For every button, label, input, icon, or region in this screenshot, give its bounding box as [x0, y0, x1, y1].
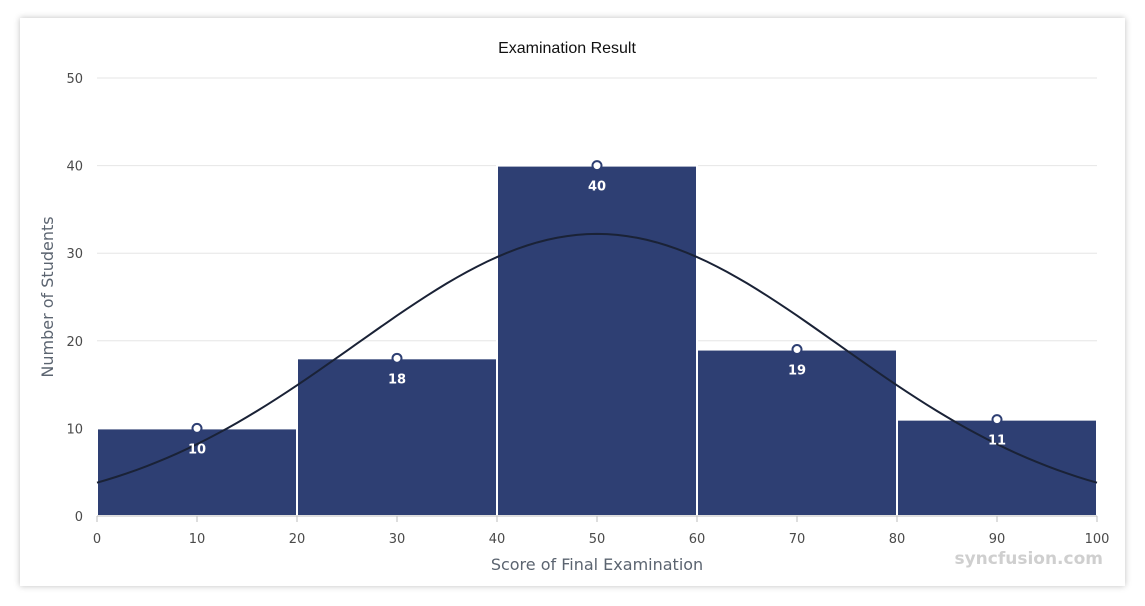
markers	[191, 160, 1003, 434]
x-tick-label: 90	[989, 532, 1006, 547]
normal-distribution-curve	[96, 232, 1098, 484]
data-label: 40	[588, 180, 606, 195]
y-axis-ticks: 0 10 20 30 40 50	[66, 72, 83, 525]
x-tick-label: 80	[889, 532, 906, 547]
data-label: 18	[388, 372, 406, 387]
data-point-marker	[591, 160, 603, 172]
x-tick-label: 50	[589, 532, 606, 547]
y-tick-label: 0	[75, 510, 83, 525]
watermark: syncfusion.com	[954, 549, 1103, 569]
x-tick-label: 10	[189, 532, 206, 547]
data-point-marker	[391, 352, 403, 364]
x-axis-title: Score of Final Examination	[491, 555, 703, 574]
histogram-bar	[896, 418, 1098, 518]
y-tick-label: 10	[66, 422, 83, 437]
y-axis-title: Number of Students	[38, 216, 57, 377]
x-tick-label: 60	[689, 532, 706, 547]
chart-title: Examination Result	[498, 40, 636, 57]
x-tick-label: 0	[93, 532, 101, 547]
x-tick-label: 70	[789, 532, 806, 547]
data-label: 10	[188, 442, 206, 457]
data-label: 11	[988, 434, 1006, 449]
y-tick-label: 20	[66, 335, 83, 350]
x-tick-label: 30	[389, 532, 406, 547]
y-tick-label: 50	[66, 72, 83, 87]
x-tick-label: 40	[489, 532, 506, 547]
bars	[96, 164, 1098, 518]
histogram-bar	[496, 164, 698, 517]
data-point-marker	[991, 414, 1003, 426]
y-tick-label: 30	[66, 247, 83, 262]
y-tick-label: 40	[66, 160, 83, 175]
data-label: 19	[788, 364, 806, 379]
data-point-marker	[191, 422, 203, 434]
data-labels: 10 18 40 19 11	[188, 180, 1006, 458]
normal-curve-layer	[96, 232, 1098, 484]
x-tick-label: 100	[1085, 532, 1110, 547]
x-axis-ticks: 0 10 20 30 40 50 60 70 80 90 100	[93, 516, 1110, 547]
data-point-marker	[791, 344, 803, 356]
histogram-bar	[296, 357, 498, 517]
x-tick-label: 20	[289, 532, 306, 547]
